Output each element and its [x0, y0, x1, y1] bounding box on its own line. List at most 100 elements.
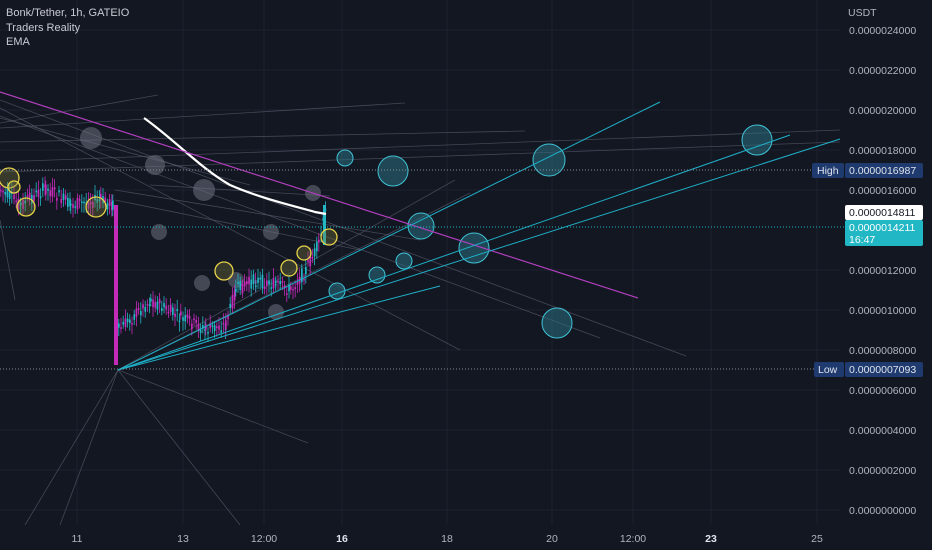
x-tick-label: 18 — [441, 533, 453, 545]
x-tick-label: 23 — [705, 533, 717, 545]
low-value: 0.0000007093 — [849, 364, 916, 376]
grey-bubble — [151, 224, 167, 240]
grey-ray — [0, 141, 841, 173]
candle — [35, 190, 38, 193]
cyan-bubble — [407, 212, 435, 240]
grey-bubble — [194, 275, 210, 291]
y-tick-label: 0.0000022000 — [849, 65, 916, 77]
candle — [126, 318, 129, 323]
candle — [239, 280, 242, 290]
grey-bubble — [193, 179, 215, 201]
grey-bubble — [263, 224, 279, 240]
grey-ray — [24, 369, 119, 526]
candle — [135, 308, 138, 317]
yellow-circles — [0, 167, 338, 281]
grey-bubble — [80, 127, 102, 149]
candle — [6, 189, 9, 198]
candle — [167, 311, 170, 314]
candle — [283, 285, 286, 289]
y-axis: 0.0000024000 0.0000022000 0.0000020000 0.00… — [849, 25, 916, 517]
candle — [83, 201, 85, 204]
candle — [81, 201, 83, 203]
yellow-circle — [296, 245, 312, 261]
candle — [4, 192, 7, 195]
candle — [305, 266, 307, 275]
indicator-traders-reality[interactable]: Traders Reality — [6, 21, 81, 34]
candle — [20, 202, 22, 205]
candle — [28, 192, 31, 198]
grid-lines — [0, 0, 840, 525]
candle — [184, 315, 187, 322]
candle — [0, 189, 2, 192]
candle — [207, 332, 209, 334]
candle — [323, 205, 326, 245]
y-tick-label: 0.0000000000 — [849, 505, 916, 517]
cyan-bubble — [741, 124, 773, 156]
candle — [120, 327, 122, 329]
cyan-bubble — [395, 252, 413, 270]
candle — [288, 284, 290, 292]
candle — [266, 280, 268, 286]
candle — [290, 286, 292, 290]
candle — [195, 319, 198, 323]
candle — [275, 281, 277, 284]
cyan-bubble — [541, 307, 573, 339]
candle — [318, 239, 320, 243]
candle — [169, 304, 172, 312]
candle — [259, 277, 262, 280]
candle — [15, 200, 18, 203]
candle — [142, 304, 144, 309]
y-tick-label: 0.0000004000 — [849, 425, 916, 437]
candle — [129, 319, 131, 323]
candle — [122, 322, 125, 325]
candle — [26, 195, 29, 197]
grey-ray — [149, 184, 331, 197]
y-tick-label: 0.0000024000 — [849, 25, 916, 37]
high-marker: High 0.0000016987 — [812, 163, 923, 178]
candle — [156, 301, 159, 310]
fan-line — [117, 285, 441, 371]
candle — [108, 199, 111, 206]
candle — [158, 298, 161, 304]
candle — [8, 191, 11, 200]
fan-line — [117, 138, 841, 371]
candle — [279, 280, 282, 285]
candle — [89, 201, 92, 205]
candle — [241, 283, 244, 294]
candle — [257, 277, 259, 283]
candle — [17, 198, 20, 210]
candle — [218, 325, 220, 330]
candle — [70, 203, 72, 206]
symbol-title[interactable]: Bonk/Tether, 1h, GATEIO — [6, 7, 130, 19]
candle — [53, 187, 56, 190]
cyan-bubble — [336, 149, 354, 167]
candle — [87, 201, 90, 209]
candle — [47, 188, 49, 191]
indicator-ema[interactable]: EMA — [6, 36, 30, 48]
candle — [49, 190, 52, 197]
yellow-circle — [280, 259, 298, 277]
y-tick-label: 0.0000012000 — [849, 265, 916, 277]
candle — [150, 298, 152, 302]
fan-line — [117, 101, 661, 371]
candle — [51, 187, 54, 197]
candle — [233, 290, 236, 301]
candle — [272, 278, 275, 289]
candle — [72, 203, 74, 208]
candle — [316, 241, 318, 252]
candle — [2, 190, 4, 193]
candle — [286, 293, 288, 296]
ema-line — [143, 117, 327, 216]
candle — [13, 194, 15, 200]
candle — [92, 201, 94, 209]
candle — [270, 287, 273, 289]
grey-ray — [59, 369, 119, 526]
cyan-bubble — [368, 266, 386, 284]
grey-ray — [114, 189, 421, 241]
y-tick-label: 0.0000006000 — [849, 385, 916, 397]
candle — [45, 184, 47, 195]
candle — [252, 274, 255, 285]
currency-label: USDT — [848, 7, 877, 19]
candle — [114, 205, 118, 365]
